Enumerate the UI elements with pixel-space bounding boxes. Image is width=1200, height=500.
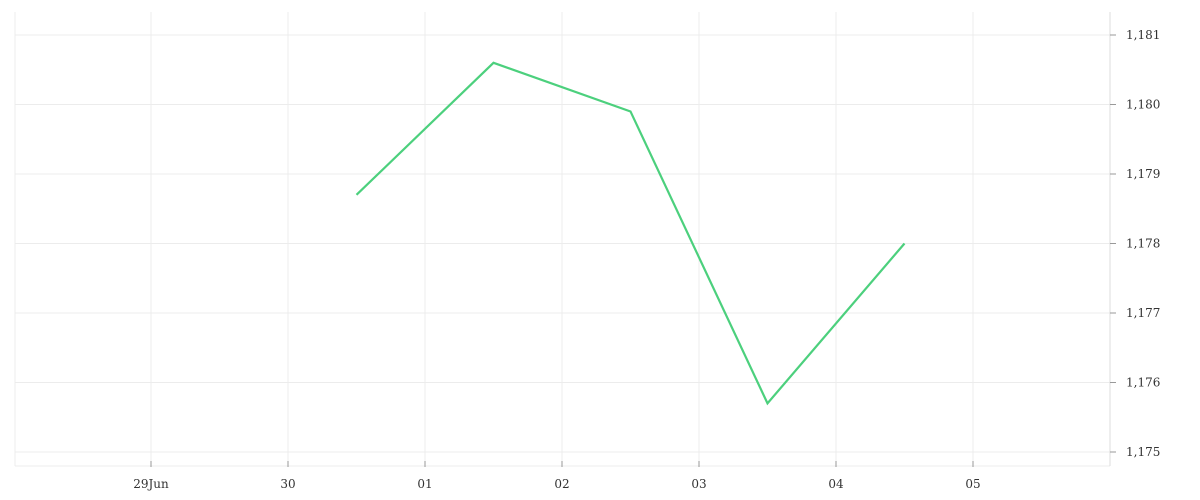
- grid: [14, 12, 1110, 467]
- axes: [150, 12, 1116, 467]
- y-tick-label: 1,178: [1126, 237, 1160, 251]
- x-tick-label: 03: [691, 477, 706, 491]
- series-line: [355, 61, 906, 406]
- y-tick-label: 1,176: [1126, 376, 1160, 390]
- tick-labels: 29Jun 30 01 02 03 04 05 1,175 1,176 1,177 1,178 1,1…: [133, 28, 1160, 491]
- x-tick-label: 30: [280, 477, 295, 491]
- y-tick-label: 1,175: [1126, 445, 1160, 459]
- x-tick-label: 01: [417, 477, 432, 491]
- y-tick-label: 1,181: [1126, 28, 1160, 42]
- series-layer: [355, 61, 906, 406]
- x-tick-label: 04: [828, 477, 844, 491]
- x-tick-label: 29Jun: [133, 477, 169, 491]
- x-tick-label: 02: [554, 477, 569, 491]
- x-tick-label: 05: [965, 477, 980, 491]
- y-tick-label: 1,179: [1126, 167, 1160, 181]
- y-tick-label: 1,180: [1126, 98, 1160, 112]
- y-tick-label: 1,177: [1126, 306, 1160, 320]
